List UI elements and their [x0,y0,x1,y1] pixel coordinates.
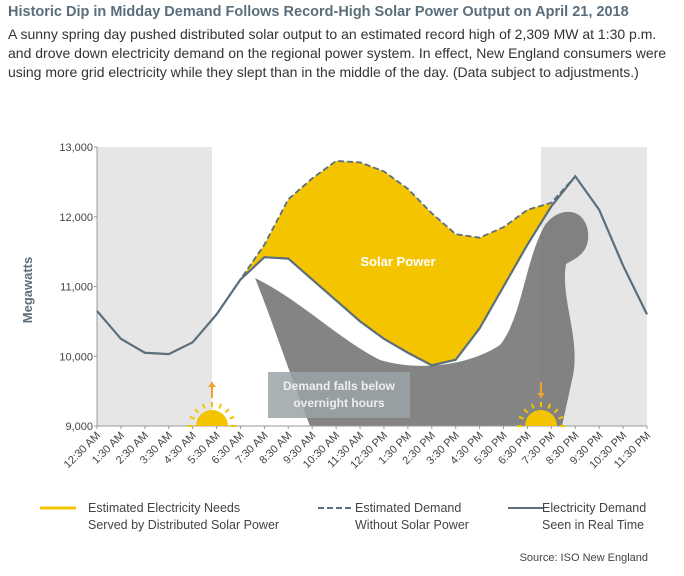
sun-ray [530,403,535,409]
sun-ray [201,403,206,409]
sun-arrow-head [537,393,545,398]
sun-ray [518,415,524,420]
y-tick-label: 12,000 [59,212,93,224]
y-tick-label: 10,000 [59,351,93,363]
y-tick-label: 13,000 [59,142,93,154]
sun-ray [547,403,552,409]
sun-ray [218,403,223,409]
annotation: Demand falls below overnight hours [283,379,396,410]
solar-label: Solar Power [360,254,435,269]
sun-icon [188,382,236,427]
sun-arrow-head [208,382,216,387]
legend-label: Electricity Demand Seen in Real Time [542,501,647,532]
sun-icon [517,382,565,427]
sun [525,410,557,426]
sun [196,410,228,426]
sun-ray [558,415,564,420]
sun-ray [189,415,195,420]
y-tick-label: 9,000 [65,421,93,433]
source: Source: ISO New England [519,552,648,564]
chart-subtitle: A sunny spring day pushed distributed so… [8,26,667,80]
sun-ray [229,415,235,420]
legend-label: Estimated Electricity Needs Served by Di… [88,501,280,532]
y-axis-label: Megawatts [20,257,35,323]
solar-area [240,160,552,366]
legend-label: Estimated Demand Without Solar Power [355,501,469,532]
y-tick-label: 11,000 [60,282,93,294]
annotation-box [268,372,410,418]
night-shade [97,147,212,426]
sun-ray [523,408,529,414]
sun-ray [224,408,230,414]
demand-line [96,174,648,367]
sun-ray [194,408,200,414]
sun-ray [553,408,559,414]
chart-title: Historic Dip in Midday Demand Follows Re… [8,4,629,20]
